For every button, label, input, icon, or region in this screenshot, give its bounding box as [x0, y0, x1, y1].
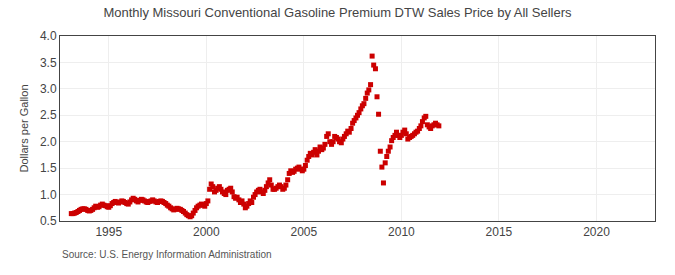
svg-text:Dollars per Gallon: Dollars per Gallon: [18, 84, 30, 172]
svg-text:2.5: 2.5: [40, 108, 57, 122]
svg-text:0.5: 0.5: [40, 214, 57, 228]
svg-text:2005: 2005: [290, 225, 317, 239]
svg-text:2010: 2010: [388, 225, 415, 239]
svg-text:2.0: 2.0: [40, 135, 57, 149]
svg-text:Monthly Missouri Conventional: Monthly Missouri Conventional Gasoline P…: [103, 5, 572, 20]
svg-text:1.0: 1.0: [40, 188, 57, 202]
svg-text:Source: U.S. Energy Informatio: Source: U.S. Energy Information Administ…: [62, 249, 272, 260]
svg-text:2015: 2015: [486, 225, 513, 239]
svg-text:1.5: 1.5: [40, 161, 57, 175]
svg-text:3.0: 3.0: [40, 82, 57, 96]
svg-text:1995: 1995: [95, 225, 122, 239]
svg-text:3.5: 3.5: [40, 56, 57, 70]
svg-text:4.0: 4.0: [40, 29, 57, 43]
svg-text:2000: 2000: [193, 225, 220, 239]
svg-text:2020: 2020: [583, 225, 610, 239]
